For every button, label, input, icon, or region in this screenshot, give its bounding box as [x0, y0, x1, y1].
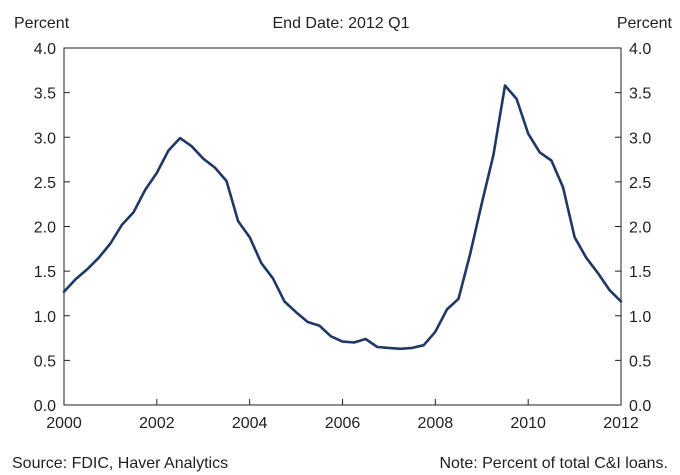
x-tick-label: 2000: [46, 415, 82, 432]
x-tick-label: 2008: [418, 415, 454, 432]
y-tick-label-left: 1.5: [34, 264, 56, 281]
y-tick-label-right: 1.5: [629, 264, 651, 281]
x-tick-label: 2012: [603, 415, 639, 432]
source-note: Source: FDIC, Haver Analytics: [12, 455, 229, 472]
y-tick-label-right: 4.0: [629, 41, 651, 58]
y-tick-label-right: 1.0: [629, 309, 651, 326]
left-axis-label: Percent: [14, 15, 70, 32]
y-tick-label-left: 0.0: [34, 398, 56, 415]
x-tick-label: 2006: [325, 415, 361, 432]
y-tick-label-right: 3.0: [629, 130, 651, 147]
y-tick-label-right: 0.5: [629, 353, 651, 370]
y-tick-label-left: 3.5: [34, 86, 56, 103]
axis-ticks: 0.0 0.0 0.5 0.5 1.0 1.0 1.5 1.5 2.0 2.0 2.5 2.5 3.0 3…: [34, 41, 652, 432]
y-tick-label-right: 2.0: [629, 220, 651, 237]
x-tick-label: 2004: [232, 415, 268, 432]
plot-frame: [63, 47, 622, 406]
y-tick-label-left: 2.5: [34, 175, 56, 192]
y-tick-label-left: 0.5: [34, 353, 56, 370]
y-tick-label-left: 2.0: [34, 220, 56, 237]
chart: Percent End Date: 2012 Q1 Percent 0.0 0.0…: [14, 15, 673, 432]
footnote: Note: Percent of total C&I loans.: [439, 455, 668, 472]
y-tick-label-left: 4.0: [34, 41, 56, 58]
series-line: [62, 84, 623, 351]
y-tick-label-right: 0.0: [629, 398, 651, 415]
right-axis-label: Percent: [617, 15, 673, 32]
y-tick-label-right: 3.5: [629, 86, 651, 103]
x-tick-label: 2010: [510, 415, 546, 432]
chart-title: End Date: 2012 Q1: [273, 15, 410, 32]
y-tick-label-left: 1.0: [34, 309, 56, 326]
y-tick-label-right: 2.5: [629, 175, 651, 192]
x-tick-label: 2002: [139, 415, 175, 432]
y-tick-label-left: 3.0: [34, 130, 56, 147]
